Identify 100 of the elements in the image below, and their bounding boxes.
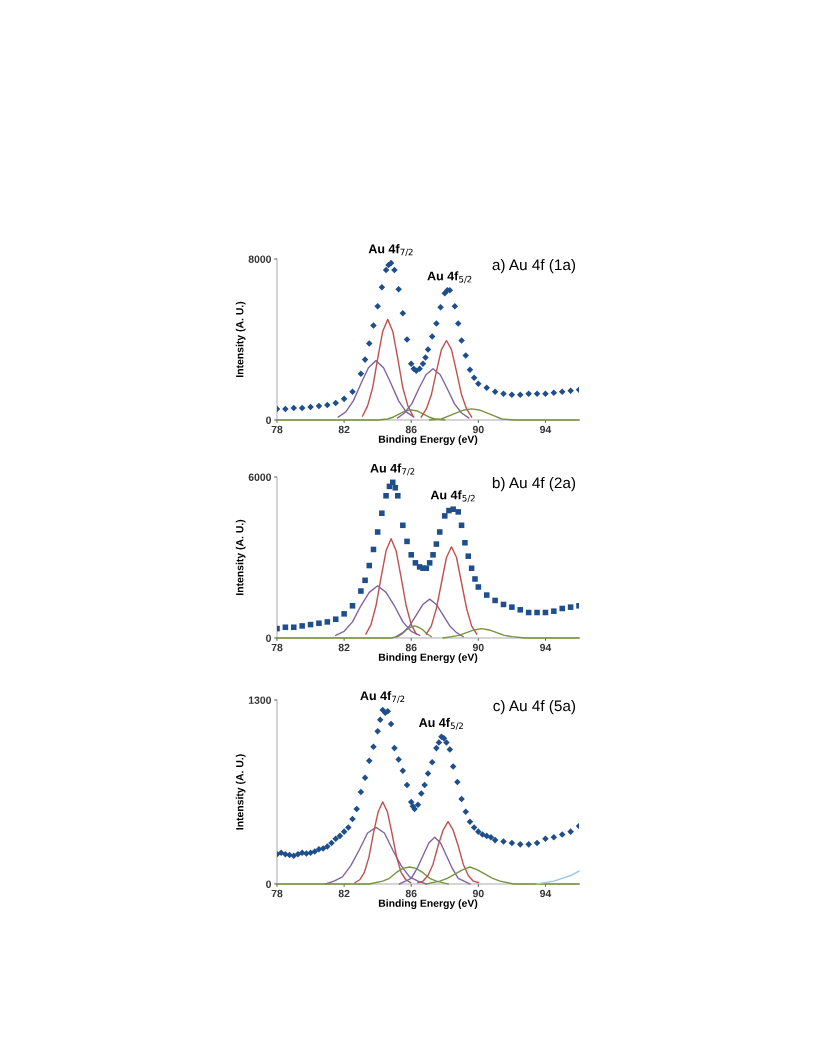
annotation: Au 4f$_{7/2}$ xyxy=(360,690,405,703)
point xyxy=(567,604,574,610)
x-tick-label: 90 xyxy=(472,425,484,434)
point xyxy=(332,616,339,622)
point xyxy=(492,597,498,604)
x-tick-label: 94 xyxy=(540,643,552,652)
x-tick-label: 82 xyxy=(338,643,350,652)
point xyxy=(533,390,541,398)
point xyxy=(324,619,331,625)
point xyxy=(315,402,323,410)
point xyxy=(366,340,373,347)
point xyxy=(379,510,385,516)
point xyxy=(298,404,306,412)
point xyxy=(451,303,459,310)
point xyxy=(430,552,436,558)
point xyxy=(468,565,475,572)
x-tick-label: 86 xyxy=(405,889,417,898)
x-tick-label: 78 xyxy=(271,425,283,434)
line-series xyxy=(354,801,412,884)
x-axis-title: Binding Energy (eV) xyxy=(378,435,478,446)
point xyxy=(433,320,440,327)
point xyxy=(475,584,482,590)
point xyxy=(483,384,490,392)
point xyxy=(470,374,478,381)
point xyxy=(517,607,524,613)
point xyxy=(340,395,348,403)
point xyxy=(374,529,381,535)
point xyxy=(509,604,515,610)
chart-title: a) Au 4f (1a) xyxy=(492,259,576,274)
point xyxy=(517,391,524,399)
line-series xyxy=(276,625,433,639)
point xyxy=(465,553,472,559)
point xyxy=(374,303,381,310)
point xyxy=(291,624,297,631)
annotation: Au 4f$_{5/2}$ xyxy=(418,717,463,730)
point xyxy=(416,365,423,372)
point xyxy=(422,354,429,361)
y-axis-title: Intensity (A. U.) xyxy=(235,519,246,595)
x-axis-title: Binding Energy (eV) xyxy=(378,899,478,910)
x-tick-label: 82 xyxy=(338,425,350,434)
point xyxy=(399,310,407,317)
x-tick-label: 82 xyxy=(338,889,350,898)
point xyxy=(382,266,390,274)
point xyxy=(392,484,399,491)
point xyxy=(436,529,443,535)
y-axis-title: Intensity (A. U.) xyxy=(235,754,246,830)
point xyxy=(366,562,373,569)
point xyxy=(458,337,465,344)
annotation: Au 4f$_{7/2}$ xyxy=(370,463,415,476)
chart-title: c) Au 4f (5a) xyxy=(493,700,576,715)
x-axis-title: Binding Energy (eV) xyxy=(378,653,478,664)
point xyxy=(362,577,368,584)
point xyxy=(550,389,558,397)
point xyxy=(341,611,347,617)
y-tick-label: 1300 xyxy=(248,696,272,704)
point xyxy=(395,285,402,293)
point xyxy=(316,620,322,627)
line-series xyxy=(361,318,414,417)
point xyxy=(332,399,339,407)
point xyxy=(412,560,419,566)
point xyxy=(450,506,456,512)
y-axis-title: Intensity (A. U.) xyxy=(235,301,246,377)
point xyxy=(358,588,364,594)
point xyxy=(407,360,415,367)
x-tick-label: 90 xyxy=(472,889,484,898)
line-series xyxy=(536,870,580,885)
point xyxy=(567,387,574,395)
point xyxy=(408,552,414,558)
point xyxy=(389,479,396,486)
point xyxy=(299,623,305,629)
chart-title: b) Au 4f (2a) xyxy=(492,477,576,492)
point xyxy=(378,283,386,291)
point xyxy=(370,322,377,329)
point xyxy=(395,493,401,499)
x-tick-label: 86 xyxy=(405,643,417,652)
point xyxy=(423,565,430,572)
point xyxy=(508,391,516,399)
point xyxy=(282,624,289,631)
annotation: Au 4f$_{5/2}$ xyxy=(430,490,475,503)
point xyxy=(433,541,440,547)
point xyxy=(455,509,461,515)
x-tick-label: 94 xyxy=(540,889,552,898)
line-series xyxy=(420,339,473,418)
point xyxy=(357,370,365,377)
point xyxy=(442,513,448,519)
line-series xyxy=(425,546,478,635)
point xyxy=(454,320,462,327)
point xyxy=(462,352,470,359)
point xyxy=(404,538,410,545)
line-series xyxy=(417,821,480,884)
x-tick-label: 78 xyxy=(271,643,283,652)
point xyxy=(400,522,406,529)
y-tick-label: 0 xyxy=(266,416,272,424)
x-tick-label: 90 xyxy=(472,643,484,652)
point xyxy=(472,576,478,582)
point xyxy=(551,608,557,614)
annotation: Au 4f$_{7/2}$ xyxy=(368,244,413,256)
annotation: Au 4f$_{5/2}$ xyxy=(427,271,472,284)
point xyxy=(491,388,499,396)
point xyxy=(483,592,490,598)
